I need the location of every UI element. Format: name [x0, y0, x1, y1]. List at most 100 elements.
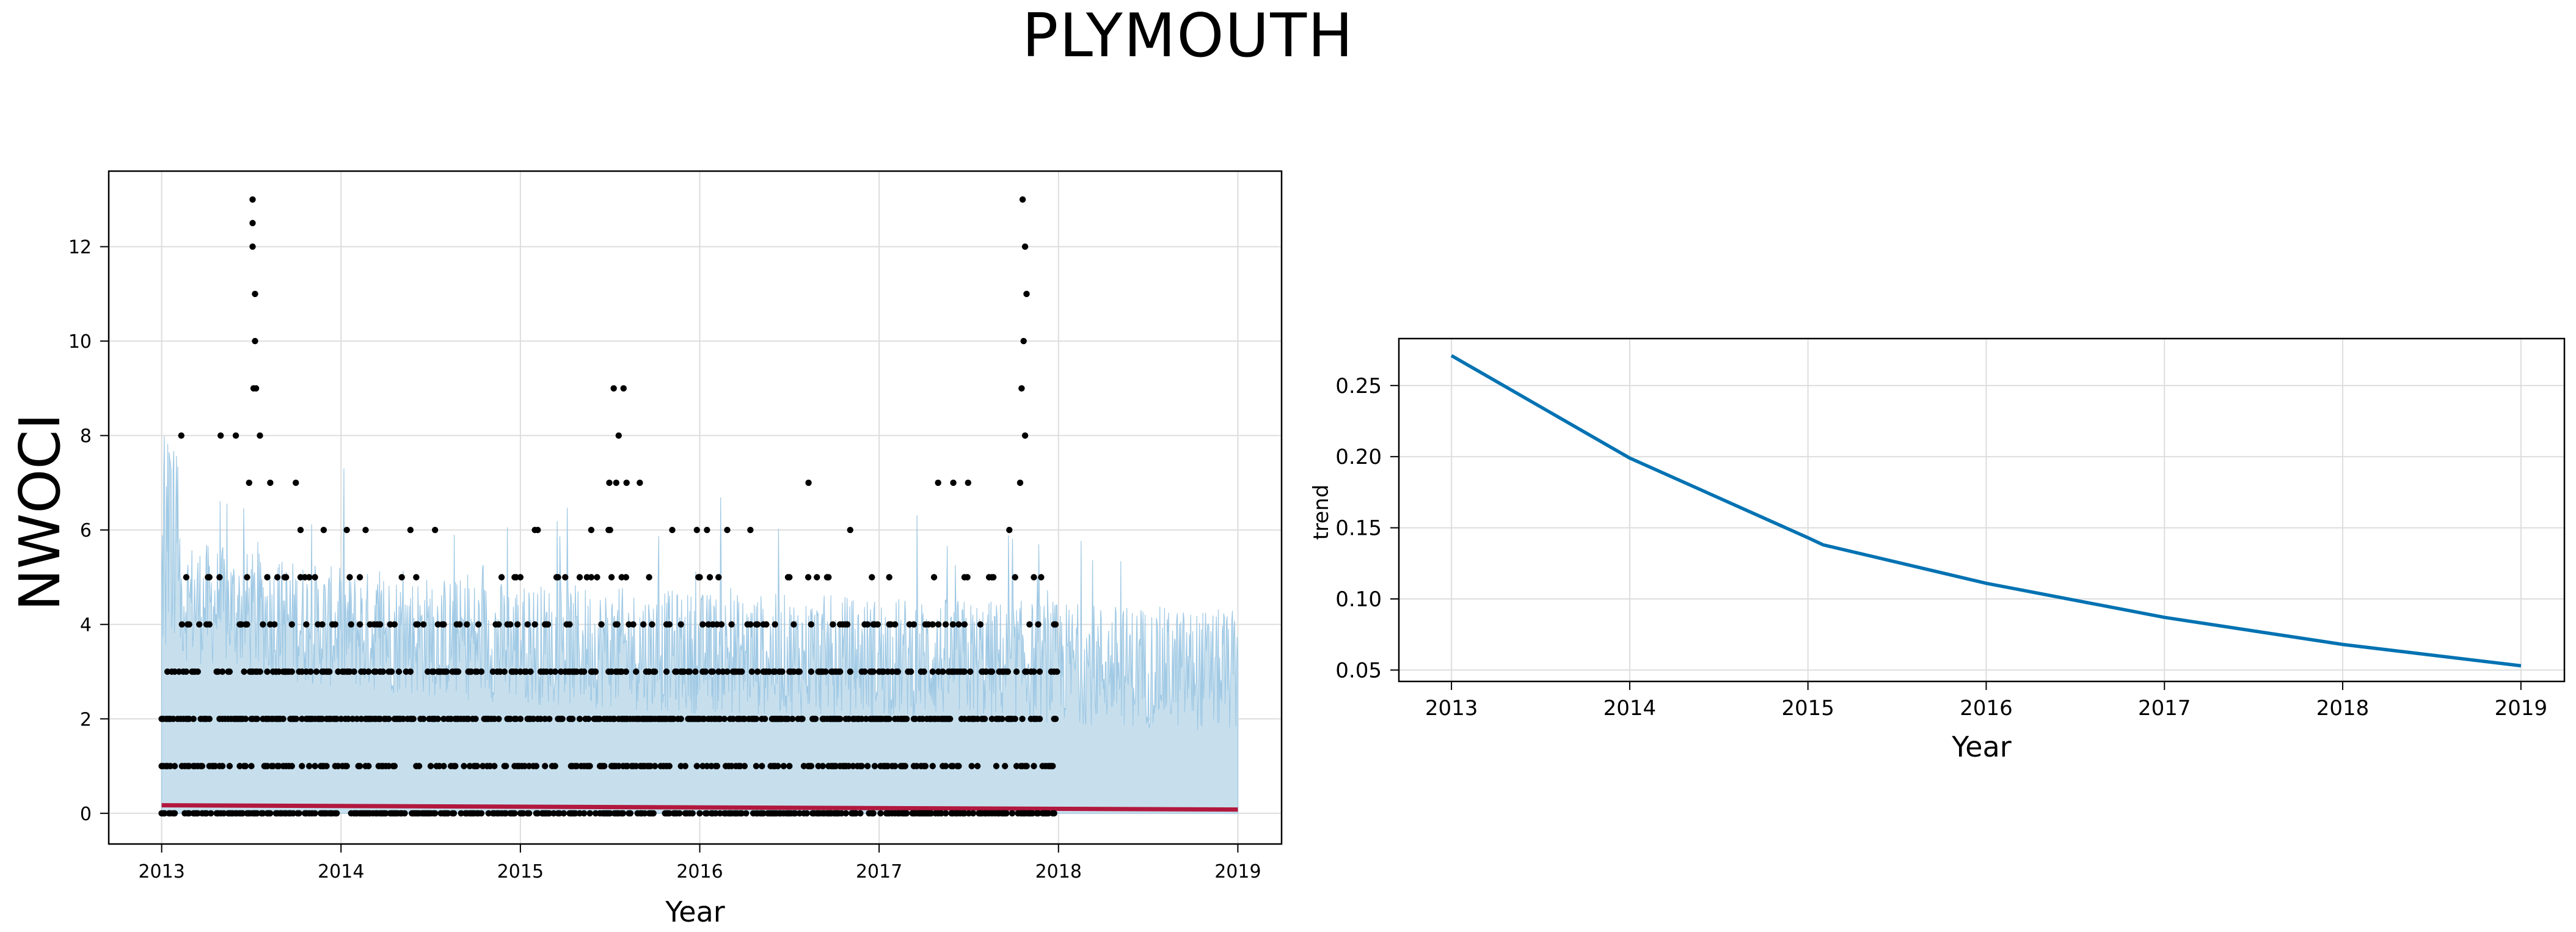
data-point — [704, 527, 710, 534]
data-point — [847, 668, 854, 675]
trend-y-tick-label: 0.15 — [1335, 516, 1382, 541]
data-point — [847, 527, 854, 534]
data-point — [748, 668, 756, 675]
data-point — [950, 479, 957, 486]
data-point — [190, 716, 197, 722]
data-point — [343, 763, 350, 769]
data-point — [702, 668, 709, 675]
forecast-line — [161, 803, 1238, 812]
data-point — [786, 574, 793, 581]
data-point — [257, 668, 263, 675]
data-point — [307, 668, 314, 675]
data-point — [1038, 574, 1045, 581]
data-point — [271, 621, 278, 628]
data-point — [940, 668, 946, 675]
data-point — [649, 621, 655, 628]
data-point — [921, 668, 927, 675]
data-point — [206, 716, 213, 722]
data-point — [988, 668, 996, 675]
data-point — [275, 763, 282, 769]
trend-x-tick-label: 2018 — [2316, 696, 2370, 721]
data-point — [452, 763, 459, 769]
data-point — [348, 621, 354, 628]
data-point — [1018, 385, 1025, 392]
data-point — [217, 432, 224, 439]
data-point — [912, 716, 919, 722]
data-point — [555, 574, 561, 581]
data-point — [870, 668, 877, 675]
data-point — [620, 385, 627, 392]
data-point — [1019, 196, 1026, 203]
data-point — [544, 621, 552, 628]
data-point — [420, 621, 427, 628]
data-point — [297, 527, 304, 534]
data-point — [478, 668, 485, 675]
data-point — [1031, 574, 1037, 581]
x-axis-label: Year — [665, 895, 724, 928]
data-point — [709, 668, 717, 675]
data-point — [1021, 243, 1029, 250]
data-point — [886, 716, 892, 722]
data-point — [627, 810, 634, 817]
data-point — [320, 527, 327, 534]
data-point — [969, 810, 977, 817]
data-point — [216, 574, 223, 581]
trend-x-axis-label: Year — [1951, 730, 2011, 763]
data-point — [812, 716, 819, 722]
data-point — [968, 763, 975, 769]
data-point — [598, 621, 605, 628]
data-point — [552, 668, 558, 675]
trend-x-tick-label: 2019 — [2495, 696, 2548, 721]
data-point — [1012, 574, 1018, 581]
y-axis-label: NWOCI — [7, 413, 73, 611]
figure-title: PLYMOUTH — [1022, 1, 1354, 71]
data-point — [525, 810, 533, 817]
data-point — [669, 527, 676, 534]
data-point — [902, 763, 909, 769]
trend-x-tick-label: 2016 — [1960, 696, 2013, 721]
data-point — [775, 763, 781, 769]
data-point — [942, 810, 949, 817]
data-point — [537, 716, 544, 722]
data-point — [592, 668, 599, 675]
data-point — [498, 574, 505, 581]
data-point — [601, 763, 608, 769]
data-point — [808, 763, 815, 769]
data-point — [407, 668, 414, 675]
data-point — [454, 668, 462, 675]
data-point — [306, 574, 313, 581]
data-point — [239, 810, 246, 817]
data-point — [999, 716, 1005, 722]
data-point — [252, 290, 258, 298]
data-point — [560, 810, 567, 817]
data-point — [475, 621, 482, 628]
data-point — [1026, 621, 1033, 628]
data-point — [965, 479, 972, 486]
data-point — [796, 668, 803, 675]
data-point — [241, 668, 247, 675]
data-point — [692, 668, 699, 675]
data-point — [542, 763, 549, 769]
trend-y-tick-label: 0.10 — [1335, 587, 1382, 612]
data-point — [949, 621, 957, 628]
data-point — [514, 621, 521, 628]
data-point — [741, 763, 748, 769]
data-point — [319, 621, 326, 628]
data-point — [706, 574, 713, 581]
data-point — [267, 479, 274, 486]
data-point — [356, 763, 363, 769]
data-point — [789, 716, 796, 722]
data-point — [427, 763, 434, 769]
data-point — [434, 716, 442, 722]
data-point — [753, 763, 760, 769]
data-point — [693, 527, 701, 534]
data-point — [1035, 621, 1042, 628]
data-point — [464, 621, 470, 628]
data-point — [1036, 668, 1043, 675]
data-point — [208, 810, 214, 817]
data-point — [753, 716, 760, 722]
data-point — [892, 621, 899, 628]
data-point — [303, 621, 310, 628]
data-point — [935, 479, 941, 486]
data-point — [608, 574, 615, 581]
